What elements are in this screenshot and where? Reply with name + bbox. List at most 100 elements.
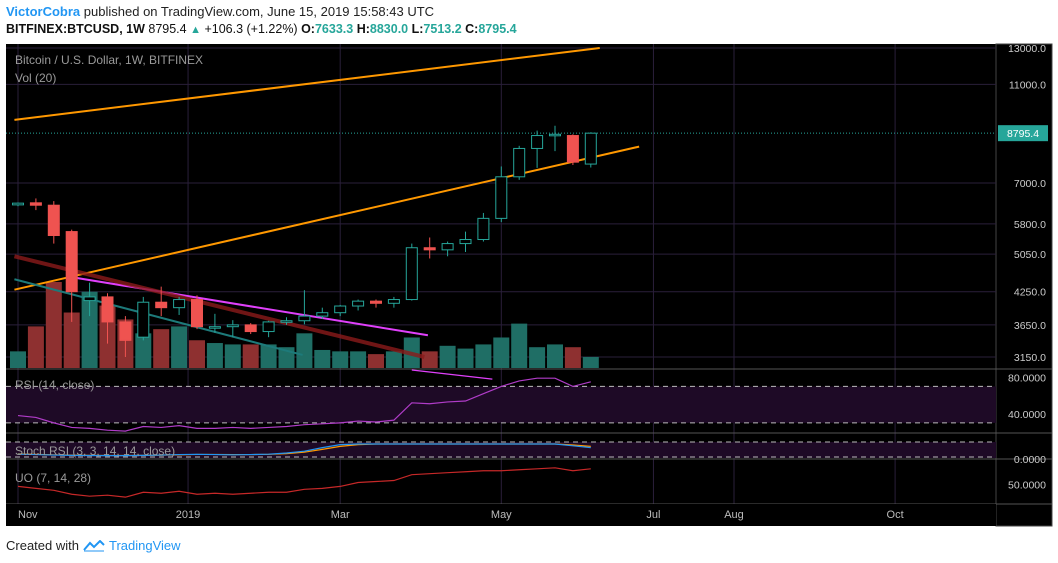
candle-body <box>65 231 78 293</box>
volume-bar <box>206 343 223 368</box>
time-axis-label: Nov <box>18 509 38 521</box>
volume-bar <box>493 337 510 368</box>
rsi-trendline <box>411 369 493 380</box>
price-axis-label: 3150.0 <box>1014 352 1046 364</box>
volume-bar <box>189 340 205 368</box>
stoch-axis-label: 0.0000 <box>1014 454 1046 466</box>
channel-lower-line <box>14 145 640 291</box>
time-axis-label: Mar <box>331 509 350 521</box>
candle-body <box>173 299 186 309</box>
rsi-axis-label: 40.0000 <box>1008 409 1046 421</box>
volume-bar <box>45 282 62 368</box>
price-axis-label-last: 8795.4 <box>1007 128 1039 140</box>
uo-label: UO (7, 14, 28) <box>15 471 91 485</box>
candle-body <box>352 300 365 307</box>
candle-body <box>387 299 400 304</box>
volume-bar <box>385 351 402 368</box>
publish-info: VictorCobra published on TradingView.com… <box>6 4 434 19</box>
candle-body <box>226 324 239 328</box>
stoch-rsi-label: Stoch RSI (3, 3, 14, 14, close) <box>15 444 175 458</box>
volume-bar <box>368 354 384 368</box>
channel-upper-line <box>14 47 600 121</box>
tradingview-brand-link[interactable]: TradingView <box>108 538 181 553</box>
up-triangle-icon: ▲ <box>190 24 201 36</box>
candle-body <box>513 147 526 178</box>
time-axis-label: Aug <box>724 509 744 521</box>
candle-body <box>208 326 221 329</box>
candle-body <box>477 217 490 241</box>
time-axis <box>6 504 996 526</box>
volume-bar <box>439 345 456 368</box>
volume-bar <box>260 344 277 368</box>
candle-body <box>137 301 150 338</box>
price-axis <box>995 43 1053 527</box>
volume-bar <box>529 347 546 368</box>
volume-bar <box>135 333 152 368</box>
uo-line <box>17 467 591 498</box>
candle-body <box>423 247 436 251</box>
last-price-tag <box>998 125 1048 142</box>
volume-bar <box>296 333 313 368</box>
volume-bar <box>582 356 599 368</box>
candle-body <box>531 135 544 149</box>
price-axis-label: 4250.0 <box>1014 287 1046 299</box>
candle-body <box>47 204 60 237</box>
candle-body <box>549 133 561 137</box>
open-value: 7633.3 <box>314 22 354 36</box>
volume-bar <box>421 351 438 368</box>
high-label: H: <box>356 22 370 36</box>
price-axis-label: 5800.0 <box>1014 219 1046 231</box>
volume-bar <box>350 351 367 368</box>
candle-body <box>334 305 347 314</box>
volume-bar <box>63 312 80 368</box>
candle-body <box>459 239 472 245</box>
volume-bar <box>332 351 349 368</box>
tradingview-logo-icon <box>83 539 105 551</box>
footer: Created with TradingView <box>6 538 181 553</box>
chart-title: Bitcoin / U.S. Dollar, 1W, BITFINEX <box>15 53 203 67</box>
price-axis-label: 7000.0 <box>1014 178 1046 190</box>
volume-bar <box>475 344 492 368</box>
author-link[interactable]: VictorCobra <box>6 4 81 19</box>
trendline-teal <box>14 278 303 356</box>
volume-bar <box>81 291 98 368</box>
time-axis-label: Jul <box>646 509 660 521</box>
candle-body <box>298 315 311 322</box>
candle-body <box>441 243 454 251</box>
price-axis-label: 11000.0 <box>1009 79 1046 91</box>
low-label: L: <box>411 22 424 36</box>
high-value: 8830.0 <box>369 22 409 36</box>
close-label: C: <box>465 22 479 36</box>
low-value: 7513.2 <box>423 22 462 36</box>
candle-body <box>584 132 597 165</box>
candle-body <box>280 320 293 323</box>
volume-bar <box>153 329 170 368</box>
uo-axis-label: 50.0000 <box>1008 479 1046 491</box>
stoch-k-line <box>17 443 591 457</box>
volume-bar <box>511 323 528 368</box>
symbol-label: BITFINEX:BTCUSD, 1W <box>6 22 145 36</box>
volume-label: Vol (20) <box>15 71 56 85</box>
rsi-line <box>17 377 591 432</box>
candle-body <box>244 324 257 333</box>
volume-bar <box>457 348 474 368</box>
time-axis-label: May <box>491 509 512 521</box>
candle-body <box>191 299 203 328</box>
candle-body <box>405 247 418 301</box>
candle-body <box>262 321 275 333</box>
candle-body <box>101 296 114 323</box>
time-axis-label: Oct <box>887 509 904 521</box>
volume-bar <box>242 344 259 368</box>
symbol-info: BITFINEX:BTCUSD, 1W 8795.4 ▲ +106.3 (+1.… <box>6 22 517 36</box>
price-axis-label: 3650.0 <box>1014 320 1046 332</box>
open-label: O: <box>301 22 315 36</box>
volume-bar <box>10 351 26 368</box>
published-text: published on TradingView.com, June 15, 2… <box>83 4 435 19</box>
candle-body <box>119 321 132 341</box>
trendline-darkred <box>13 254 425 359</box>
last-price: 8795.4 <box>148 22 187 36</box>
volume-bar <box>547 344 563 368</box>
volume-bar <box>564 347 581 368</box>
price-axis-label: 5050.0 <box>1014 249 1046 261</box>
